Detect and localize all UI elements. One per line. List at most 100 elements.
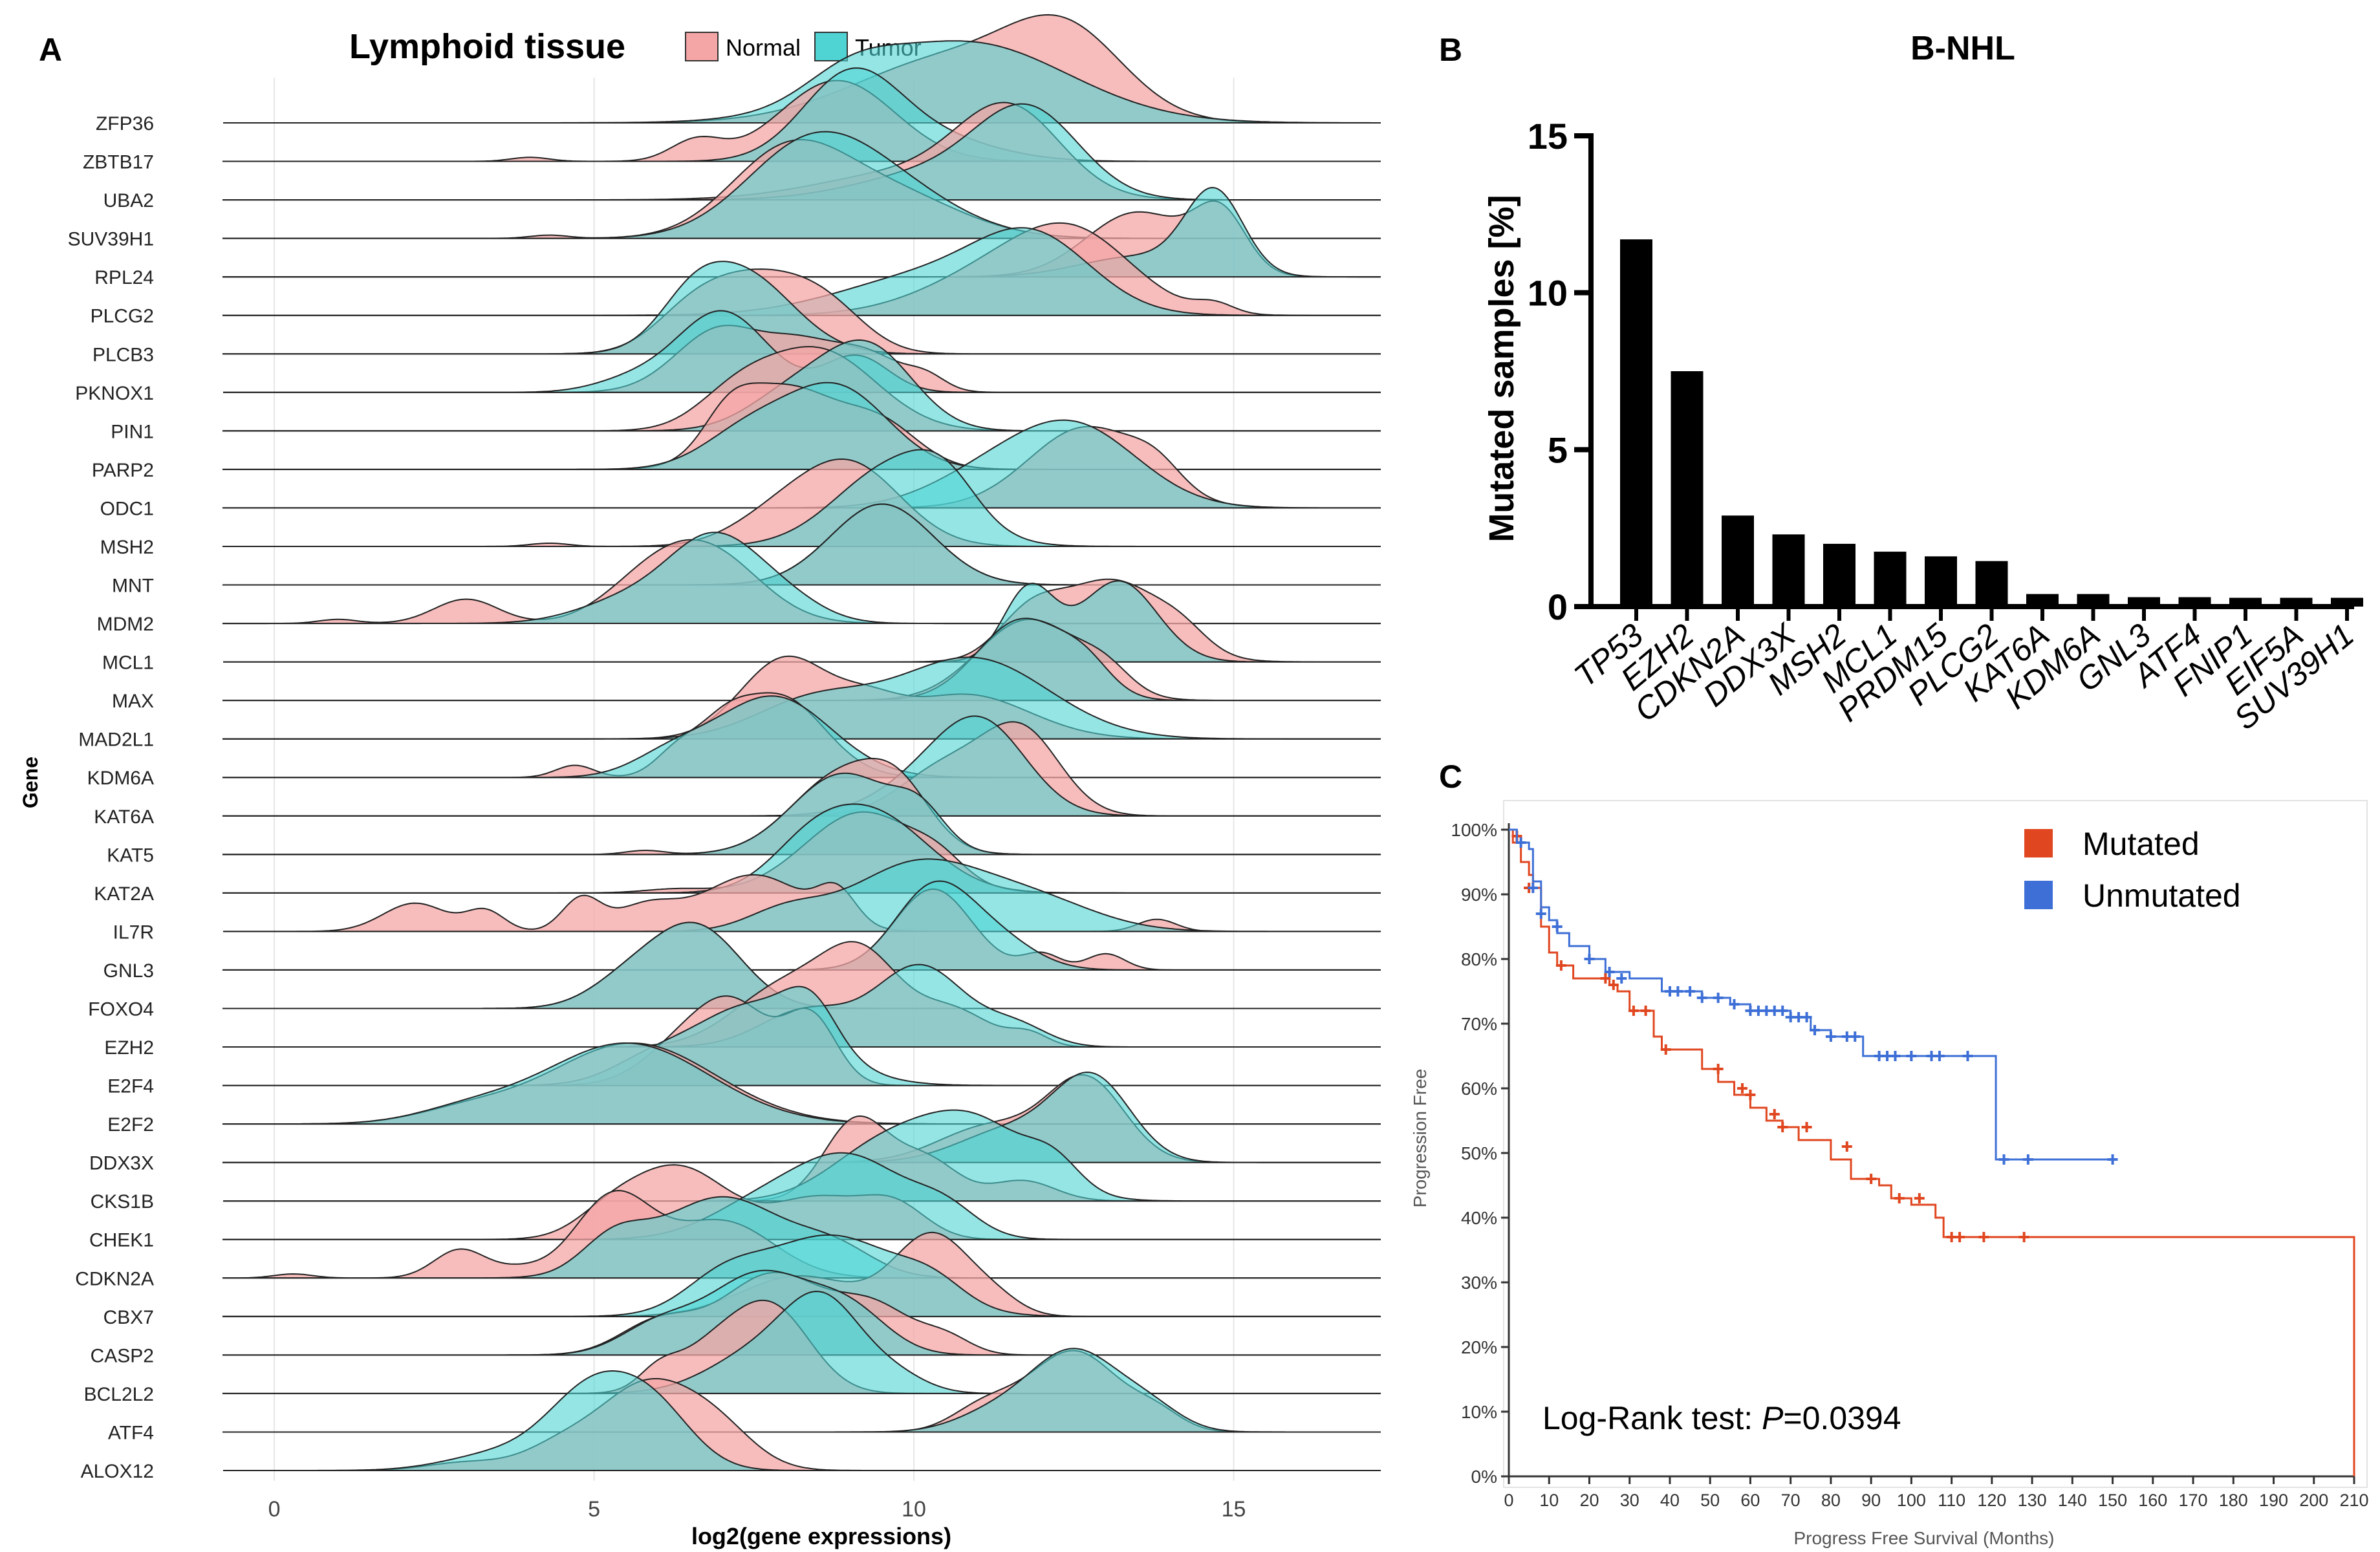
gene-label: ZFP36 xyxy=(96,113,154,135)
gene-label: ATF4 xyxy=(108,1422,154,1443)
y-tick-label: 0% xyxy=(1471,1467,1497,1487)
gene-label: MSH2 xyxy=(100,537,154,558)
censor-mark xyxy=(1998,1154,2009,1165)
y-tick-label: 10% xyxy=(1461,1402,1497,1422)
x-tick-label: 210 xyxy=(2339,1491,2368,1510)
bar-plcg2 xyxy=(1975,561,2008,607)
ridge-mad2l1 xyxy=(222,655,1381,740)
ridge-tumor-density xyxy=(222,339,1381,432)
legend-mutated-label: Mutated xyxy=(2082,826,2200,862)
legend-normal-label: Normal xyxy=(726,34,801,61)
x-tick-label: 90 xyxy=(1861,1491,1881,1510)
gene-label: RPL24 xyxy=(94,267,154,288)
y-tick-label: 80% xyxy=(1461,949,1497,969)
bar-chart-y-axis-label: Mutated samples [%] xyxy=(1482,195,1521,542)
censor-mark xyxy=(1934,1051,1945,1061)
x-tick-label: 10 xyxy=(902,1497,926,1522)
ridge-ddx3x xyxy=(222,1072,1381,1163)
ridge-il7r xyxy=(223,858,1381,932)
panel-a-label: A xyxy=(39,32,62,68)
x-tick-label: 130 xyxy=(2018,1491,2047,1510)
ridge-bcl2l2 xyxy=(222,1290,1381,1394)
y-tick-label: 10 xyxy=(1528,273,1568,314)
logrank-p-value: =0.0394 xyxy=(1783,1400,1901,1436)
y-tick-label: 20% xyxy=(1461,1337,1497,1357)
gene-label: PKNOX1 xyxy=(75,383,154,404)
censor-mark xyxy=(1608,980,1619,990)
censor-mark xyxy=(1660,1044,1671,1055)
survival-x-axis-label: Progress Free Survival (Months) xyxy=(1793,1528,2054,1548)
ridge-tumor-density xyxy=(223,858,1381,932)
y-tick-label: 40% xyxy=(1461,1208,1497,1228)
censor-mark xyxy=(1672,986,1683,997)
y-tick-label: 60% xyxy=(1461,1079,1497,1099)
x-tick-label: 40 xyxy=(1660,1491,1680,1510)
bar-gnl3 xyxy=(2128,597,2160,607)
ridge-tumor-density xyxy=(222,449,1381,547)
ridge-mnt xyxy=(222,503,1381,586)
censor-mark xyxy=(1890,1051,1901,1061)
censor-mark xyxy=(1850,1031,1861,1042)
bar-cdkn2a xyxy=(1722,515,1754,607)
x-tick-label: 80 xyxy=(1821,1491,1841,1510)
y-tick-label: 15 xyxy=(1528,116,1568,156)
survival-chart: 0% 10% 20% 30% 40% 50% 60% 70% 80% 90% 100% 0 10 20 30… xyxy=(1451,800,2369,1510)
ridge-kdm6a xyxy=(222,692,1381,779)
km-curve xyxy=(1509,828,2355,1476)
bar-ddx3x xyxy=(1772,534,1805,607)
legend-normal-swatch xyxy=(685,32,719,61)
x-tick-label: 5 xyxy=(588,1497,600,1522)
ridge-tumor-density xyxy=(222,67,1381,162)
series-unmutated xyxy=(1509,828,2118,1165)
gene-label: CASP2 xyxy=(91,1345,154,1366)
censor-mark xyxy=(1685,986,1696,997)
gene-label: ODC1 xyxy=(100,498,154,519)
ridgeline-gene-labels: ZFP36 ZBTB17 UBA2 SUV39H1 RPL24 PLCG2 PLCB3 PKN… xyxy=(68,113,154,1482)
censor-mark xyxy=(1801,1122,1812,1132)
x-tick-label: 140 xyxy=(2058,1491,2087,1510)
gene-label: DDX3X xyxy=(89,1153,154,1174)
x-tick-label: 170 xyxy=(2179,1491,2208,1510)
ridge-tumor-density xyxy=(222,1152,1381,1240)
censor-mark xyxy=(1696,993,1707,1003)
x-tick-label: 160 xyxy=(2138,1491,2167,1510)
ridge-zbtb17 xyxy=(222,67,1381,162)
censor-mark xyxy=(1810,1025,1821,1035)
ridge-tumor-density xyxy=(222,772,1381,856)
gene-label: GNL3 xyxy=(103,960,154,982)
ridge-chek1 xyxy=(222,1152,1381,1240)
bar-suv39h1 xyxy=(2331,598,2363,607)
ridge-tumor-density xyxy=(222,1072,1381,1163)
bar-prdm15 xyxy=(1925,556,1957,607)
gene-label: KAT5 xyxy=(107,845,154,866)
gene-label: MDM2 xyxy=(97,614,154,635)
censor-mark xyxy=(2107,1154,2118,1165)
gene-label: E2F2 xyxy=(107,1114,154,1136)
gene-label: IL7R xyxy=(113,921,154,943)
bar-tp53 xyxy=(1620,239,1652,607)
survival-legend: Mutated Unmutated xyxy=(2024,826,2241,914)
ridge-e2f2 xyxy=(222,1042,1381,1125)
censor-mark xyxy=(1736,1083,1747,1094)
bar-eif5a xyxy=(2280,598,2313,607)
ridge-tumor-density xyxy=(222,1290,1381,1394)
y-tick-label: 5 xyxy=(1548,429,1568,470)
censor-mark xyxy=(1515,837,1526,848)
legend-mutated-swatch xyxy=(2024,829,2053,857)
censor-mark xyxy=(1713,993,1724,1003)
y-tick-label: 70% xyxy=(1461,1014,1497,1034)
gene-label: PLCG2 xyxy=(91,306,154,327)
ridge-e2f4 xyxy=(222,986,1381,1086)
ridgeline-plot xyxy=(222,14,1381,1471)
censor-mark xyxy=(1628,1006,1639,1016)
ridge-tumor-density xyxy=(222,1348,1381,1433)
bar-chart: 051015TP53EZH2CDKN2ADDX3XMSH2MCL1PRDM15P… xyxy=(1528,116,2363,737)
ridge-tumor-density xyxy=(223,1370,1381,1471)
censor-mark xyxy=(1713,1064,1724,1074)
censor-mark xyxy=(1584,954,1595,964)
gene-label: FOXO4 xyxy=(88,998,154,1020)
censor-mark xyxy=(1866,1174,1877,1184)
gene-label: E2F4 xyxy=(107,1076,154,1097)
gene-label: KDM6A xyxy=(87,768,154,789)
